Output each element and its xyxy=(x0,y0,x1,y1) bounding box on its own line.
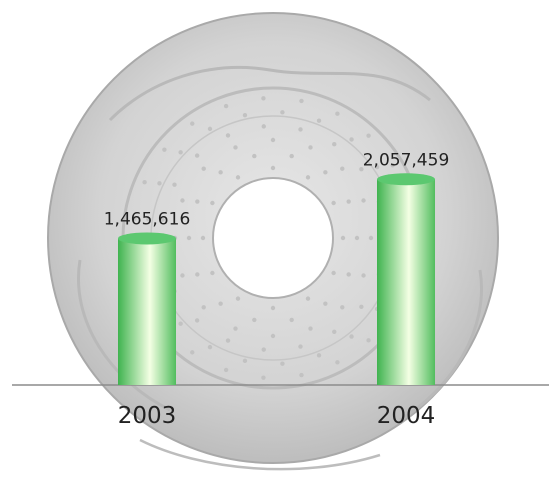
bar-2003-body xyxy=(118,238,176,385)
bar-2003-top xyxy=(118,232,176,245)
bar-2004: 2,057,459 2004 xyxy=(363,150,450,429)
value-label-2003: 1,465,616 xyxy=(104,209,191,229)
category-label-2003: 2003 xyxy=(118,403,177,429)
bar-2004-top xyxy=(377,173,435,186)
bar-2003: 1,465,616 2003 xyxy=(104,209,191,429)
bar-2004-body xyxy=(377,179,435,385)
category-label-2004: 2004 xyxy=(377,403,436,429)
value-label-2004: 2,057,459 xyxy=(363,150,450,170)
bars: 1,465,616 2003 2,057,459 2004 xyxy=(104,150,450,429)
